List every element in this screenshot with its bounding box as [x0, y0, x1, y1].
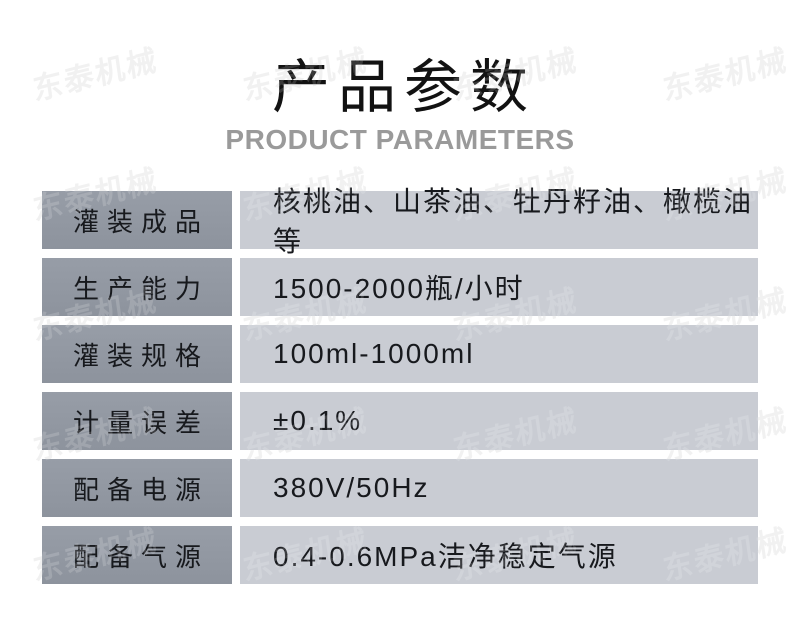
row-label: 灌装规格 — [72, 340, 209, 371]
row-value-cell: 380V/50Hz — [240, 459, 758, 517]
row-value-cell: 核桃油、山茶油、牡丹籽油、橄榄油等 — [240, 186, 758, 257]
table-row: 配备气源 0.4-0.6MPa洁净稳定气源 — [42, 526, 758, 584]
table-row: 配备电源 380V/50Hz — [42, 459, 758, 517]
row-value: 100ml-1000ml — [273, 338, 475, 369]
row-label-cell: 配备气源 — [42, 526, 232, 584]
row-value-cell: ±0.1% — [240, 392, 758, 450]
header: 产品参数 PRODUCT PARAMETERS — [0, 0, 800, 156]
row-label: 灌装成品 — [72, 206, 209, 237]
row-value-cell: 1500-2000瓶/小时 — [240, 258, 758, 316]
row-label: 配备气源 — [72, 541, 209, 572]
row-label-cell: 灌装成品 — [42, 191, 232, 249]
row-value: 0.4-0.6MPa洁净稳定气源 — [273, 541, 618, 572]
row-value-cell: 0.4-0.6MPa洁净稳定气源 — [240, 526, 758, 584]
row-label-cell: 配备电源 — [42, 459, 232, 517]
table-row: 灌装规格 100ml-1000ml — [42, 325, 758, 383]
page-title: 产品参数 — [271, 55, 536, 120]
row-value: 380V/50Hz — [273, 472, 430, 503]
table-row: 计量误差 ±0.1% — [42, 392, 758, 450]
row-label: 配备电源 — [72, 474, 209, 505]
table-row: 灌装成品 核桃油、山茶油、牡丹籽油、橄榄油等 — [42, 186, 758, 257]
table-row: 生产能力 1500-2000瓶/小时 — [42, 258, 758, 316]
row-label: 生产能力 — [72, 273, 209, 304]
row-value: 核桃油、山茶油、牡丹籽油、橄榄油等 — [273, 186, 754, 257]
row-value: ±0.1% — [273, 405, 363, 436]
row-label-cell: 生产能力 — [42, 258, 232, 316]
row-label: 计量误差 — [72, 407, 209, 438]
row-label-cell: 灌装规格 — [42, 325, 232, 383]
parameters-table: 灌装成品 核桃油、山茶油、牡丹籽油、橄榄油等 生产能力 1500-2000瓶/小… — [42, 186, 758, 593]
page-subtitle: PRODUCT PARAMETERS — [225, 123, 575, 155]
row-value-cell: 100ml-1000ml — [240, 325, 758, 383]
row-label-cell: 计量误差 — [42, 392, 232, 450]
row-value: 1500-2000瓶/小时 — [273, 273, 525, 304]
